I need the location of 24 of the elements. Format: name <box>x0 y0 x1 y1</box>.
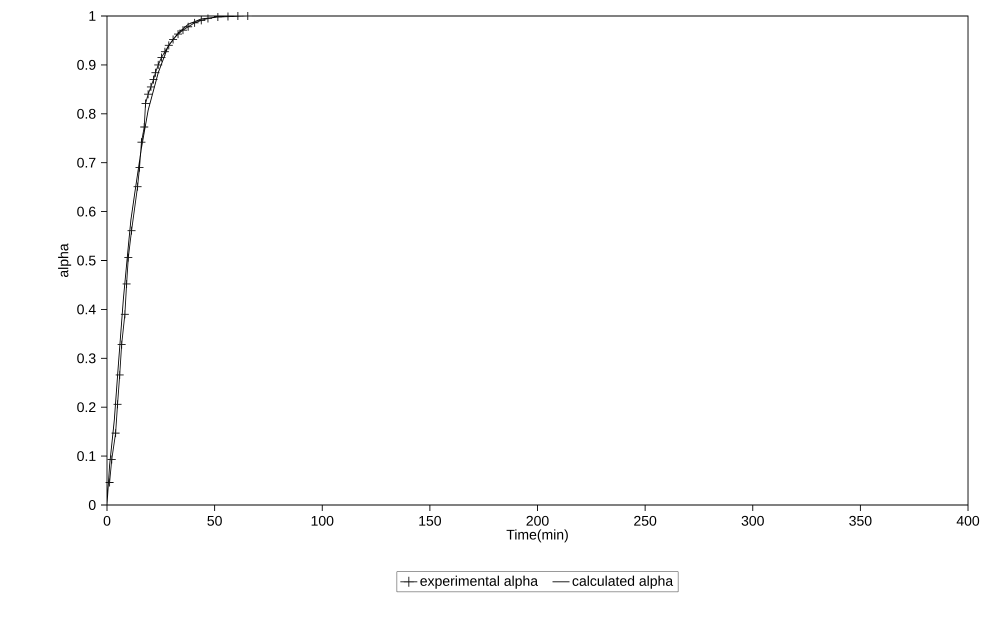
y-tick-label: 0.7 <box>77 158 96 168</box>
y-tick-label: 0.3 <box>77 353 96 364</box>
legend-label: calculated alpha <box>572 576 674 589</box>
x-tick-label: 250 <box>634 516 656 526</box>
x-tick-label: 350 <box>849 516 872 526</box>
y-tick-label: 0.9 <box>77 60 96 70</box>
x-tick-label: 0 <box>104 516 110 526</box>
x-tick-label: 100 <box>312 516 334 526</box>
y-tick-label: 0.4 <box>77 304 96 314</box>
x-tick-label: 200 <box>526 516 549 526</box>
y-axis-title: alpha <box>58 243 72 278</box>
legend-label: experimental alpha <box>420 576 538 589</box>
x-tick-label: 300 <box>742 516 764 526</box>
y-tick-label: 0 <box>88 500 96 510</box>
x-tick-label: 400 <box>956 516 980 526</box>
y-tick-label: 1 <box>89 11 96 21</box>
y-tick-label: 0.2 <box>77 402 96 412</box>
y-tick-label: 0.1 <box>77 451 96 462</box>
y-tick-label: 0.5 <box>77 256 96 266</box>
x-tick-label: 150 <box>419 516 441 526</box>
y-tick-label: 0.8 <box>77 108 96 119</box>
x-axis-title: Time(min) <box>506 529 568 542</box>
y-tick-label: 0.6 <box>77 206 96 217</box>
x-tick-label: 50 <box>207 516 222 526</box>
